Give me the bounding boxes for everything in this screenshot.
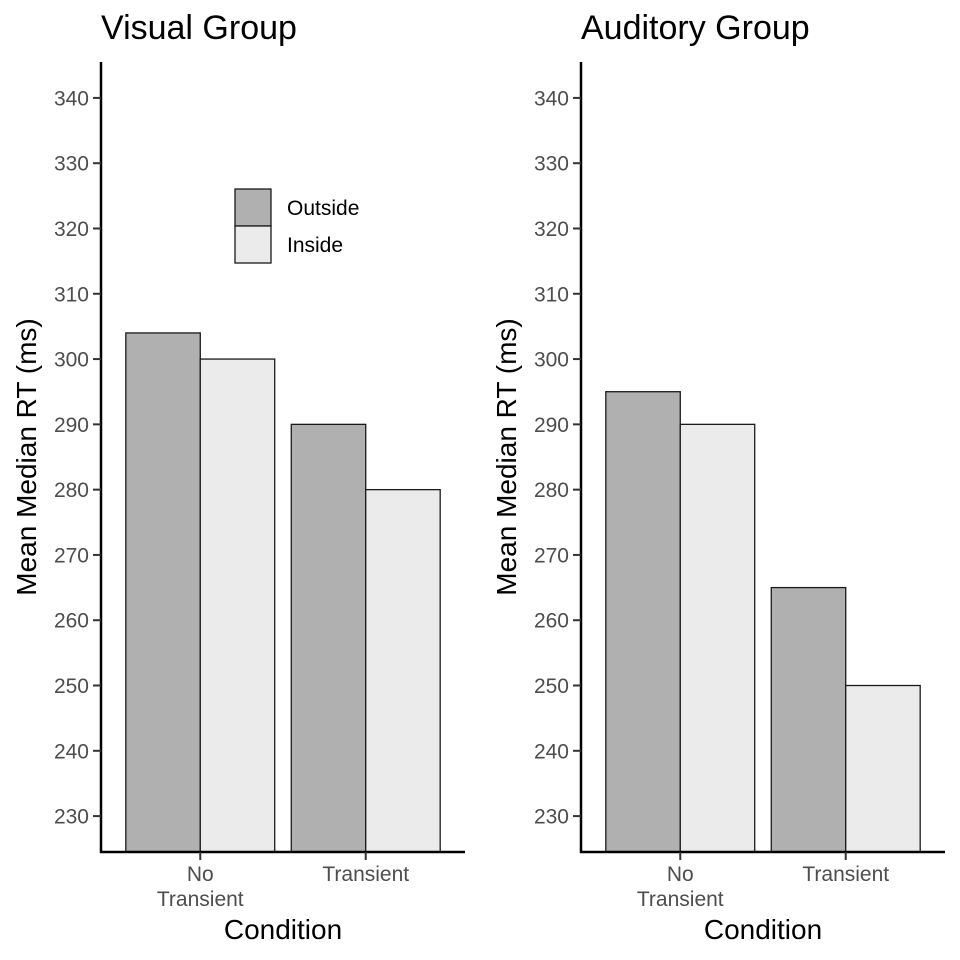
- bar-inside-1: [679, 423, 756, 853]
- y-tick-label: 240: [534, 740, 569, 763]
- y-tick-label: 290: [534, 414, 569, 437]
- bar-outside-2: [770, 586, 847, 853]
- y-tick-label: 250: [534, 675, 569, 698]
- y-tick-label: 240: [54, 740, 89, 763]
- y-tick-label: 340: [54, 87, 89, 110]
- x-tick-label: Transient: [322, 863, 409, 886]
- y-tick-label: 310: [54, 283, 89, 306]
- x-tick-label: No Transient: [157, 863, 244, 911]
- chart-title: Auditory Group: [581, 9, 810, 47]
- y-tick-label: 300: [54, 349, 89, 372]
- y-tick-label: 310: [534, 283, 569, 306]
- y-tick-label: 300: [534, 349, 569, 372]
- bar-inside-2: [365, 488, 441, 853]
- x-axis-title: Condition: [704, 914, 822, 945]
- chart-panel-1: 230 240 250 260 270 280 290 300 310 320 330 340 No Tr…: [11, 9, 465, 945]
- x-tick-label: No Transient: [637, 863, 724, 911]
- legend-label-inside: Inside: [287, 234, 343, 257]
- legend-key-inside: [234, 225, 272, 264]
- y-tick-label: 230: [54, 806, 89, 829]
- y-tick-label: 260: [534, 610, 569, 633]
- legend-label-outside: Outside: [287, 197, 359, 220]
- y-tick-label: 250: [54, 675, 89, 698]
- y-tick-label: 260: [54, 610, 89, 633]
- chart-panel-2: 230 240 250 260 270 280 290 300 310 320 330 340 No Tr…: [491, 9, 945, 945]
- chart-title: Visual Group: [101, 9, 297, 47]
- bar-inside-1: [199, 358, 276, 853]
- y-tick-label: 290: [54, 414, 89, 437]
- bar-outside-2: [290, 423, 367, 853]
- legend: Outside Inside: [234, 188, 359, 264]
- y-tick-label: 280: [534, 479, 569, 502]
- y-tick-label: 320: [534, 218, 569, 241]
- y-axis-title: Mean Median RT (ms): [11, 318, 42, 596]
- y-tick-label: 280: [54, 479, 89, 502]
- bar-outside-1: [125, 332, 201, 853]
- y-tick-label: 270: [534, 544, 569, 567]
- y-tick-label: 230: [534, 806, 569, 829]
- bar-inside-2: [845, 684, 921, 853]
- y-tick-label: 340: [534, 87, 569, 110]
- legend-key-outside: [234, 188, 272, 227]
- y-axis-title: Mean Median RT (ms): [491, 318, 522, 596]
- y-tick-label: 320: [54, 218, 89, 241]
- y-tick-label: 330: [54, 153, 89, 176]
- x-tick-label: Transient: [802, 863, 889, 886]
- bar-outside-1: [605, 391, 681, 853]
- x-axis-title: Condition: [224, 914, 342, 945]
- y-tick-label: 270: [54, 544, 89, 567]
- y-tick-label: 330: [534, 153, 569, 176]
